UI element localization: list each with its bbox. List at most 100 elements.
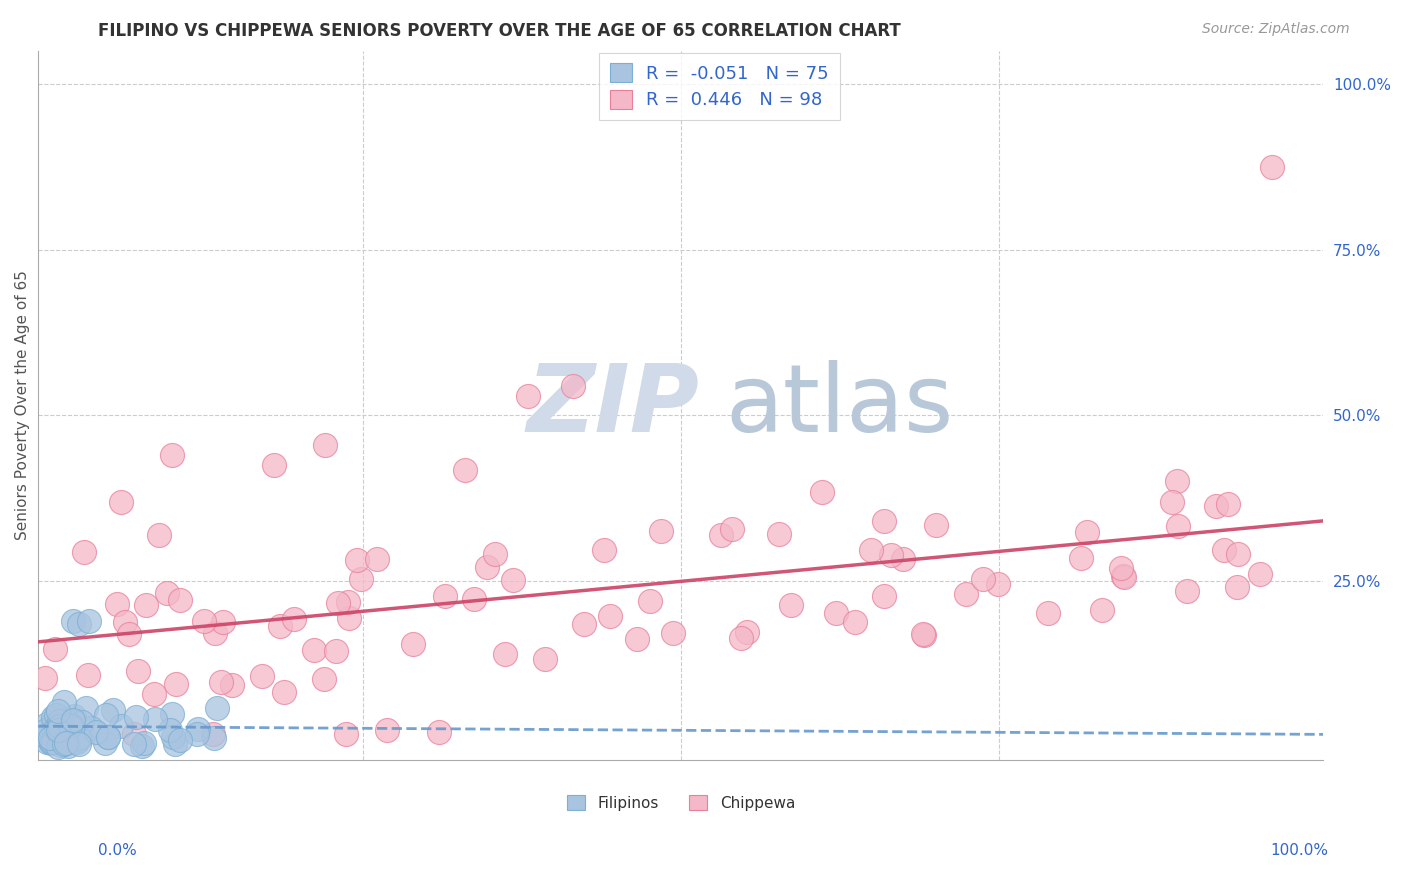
Point bbox=[62, 714, 84, 728]
Point bbox=[250, 669, 273, 683]
Point bbox=[517, 388, 540, 402]
Point bbox=[77, 667, 100, 681]
Point bbox=[626, 632, 648, 646]
Point bbox=[710, 527, 733, 541]
Text: atlas: atlas bbox=[725, 359, 955, 451]
Point bbox=[427, 724, 450, 739]
Point bbox=[59, 719, 82, 733]
Point bbox=[263, 458, 285, 473]
Point bbox=[891, 552, 914, 566]
Point bbox=[662, 626, 685, 640]
Point bbox=[326, 596, 349, 610]
Point bbox=[972, 573, 994, 587]
Point bbox=[72, 728, 94, 742]
Point bbox=[1091, 603, 1114, 617]
Point bbox=[350, 572, 373, 586]
Point bbox=[880, 548, 903, 562]
Point bbox=[339, 611, 361, 625]
Point bbox=[314, 672, 336, 686]
Point bbox=[110, 719, 132, 733]
Point bbox=[122, 737, 145, 751]
Point bbox=[221, 678, 243, 692]
Point bbox=[124, 727, 146, 741]
Point bbox=[62, 713, 84, 727]
Point bbox=[34, 671, 56, 685]
Point bbox=[160, 448, 183, 462]
Point bbox=[160, 706, 183, 721]
Point bbox=[599, 609, 621, 624]
Point bbox=[325, 644, 347, 658]
Point bbox=[44, 734, 66, 748]
Point bbox=[155, 586, 177, 600]
Point bbox=[779, 598, 801, 612]
Point bbox=[97, 731, 120, 745]
Point bbox=[302, 643, 325, 657]
Point bbox=[42, 734, 65, 748]
Point bbox=[1226, 580, 1249, 594]
Point bbox=[44, 641, 66, 656]
Point bbox=[534, 652, 557, 666]
Point bbox=[41, 715, 63, 730]
Point bbox=[127, 664, 149, 678]
Legend: Filipinos, Chippewa: Filipinos, Chippewa bbox=[561, 789, 801, 816]
Point bbox=[1205, 499, 1227, 513]
Point bbox=[768, 527, 790, 541]
Point bbox=[52, 737, 75, 751]
Point bbox=[730, 631, 752, 645]
Point bbox=[51, 738, 73, 752]
Point bbox=[561, 378, 583, 392]
Point bbox=[1166, 475, 1188, 489]
Point bbox=[572, 617, 595, 632]
Point bbox=[186, 727, 208, 741]
Point bbox=[51, 716, 73, 731]
Point bbox=[45, 726, 67, 740]
Text: 0.0%: 0.0% bbox=[98, 843, 138, 858]
Point bbox=[45, 727, 67, 741]
Point bbox=[314, 438, 336, 452]
Point bbox=[955, 587, 977, 601]
Point bbox=[1213, 543, 1236, 558]
Point bbox=[1177, 583, 1199, 598]
Point bbox=[94, 736, 117, 750]
Point bbox=[209, 674, 232, 689]
Point bbox=[987, 577, 1010, 591]
Point bbox=[463, 592, 485, 607]
Point bbox=[163, 737, 186, 751]
Text: ZIP: ZIP bbox=[527, 359, 700, 451]
Point bbox=[94, 708, 117, 723]
Point bbox=[366, 551, 388, 566]
Point bbox=[39, 735, 62, 749]
Point bbox=[69, 731, 91, 745]
Point bbox=[269, 618, 291, 632]
Point bbox=[169, 593, 191, 607]
Point bbox=[51, 731, 73, 746]
Point bbox=[402, 637, 425, 651]
Point bbox=[212, 615, 235, 629]
Point bbox=[1216, 497, 1239, 511]
Point bbox=[638, 593, 661, 607]
Point bbox=[502, 574, 524, 588]
Point bbox=[46, 723, 69, 738]
Point bbox=[1036, 606, 1059, 620]
Point bbox=[35, 734, 58, 748]
Point bbox=[187, 722, 209, 736]
Point bbox=[55, 732, 77, 747]
Point bbox=[650, 524, 672, 538]
Point bbox=[48, 731, 70, 746]
Point bbox=[41, 736, 63, 750]
Point bbox=[135, 598, 157, 612]
Point bbox=[484, 547, 506, 561]
Point bbox=[1114, 569, 1136, 583]
Point bbox=[124, 710, 146, 724]
Point bbox=[101, 703, 124, 717]
Point bbox=[77, 614, 100, 628]
Point bbox=[73, 545, 96, 559]
Point bbox=[204, 625, 226, 640]
Point bbox=[53, 723, 76, 738]
Point bbox=[110, 494, 132, 508]
Point bbox=[162, 730, 184, 744]
Point bbox=[35, 717, 58, 731]
Point bbox=[1227, 547, 1250, 561]
Point bbox=[46, 739, 69, 754]
Point bbox=[1076, 525, 1098, 540]
